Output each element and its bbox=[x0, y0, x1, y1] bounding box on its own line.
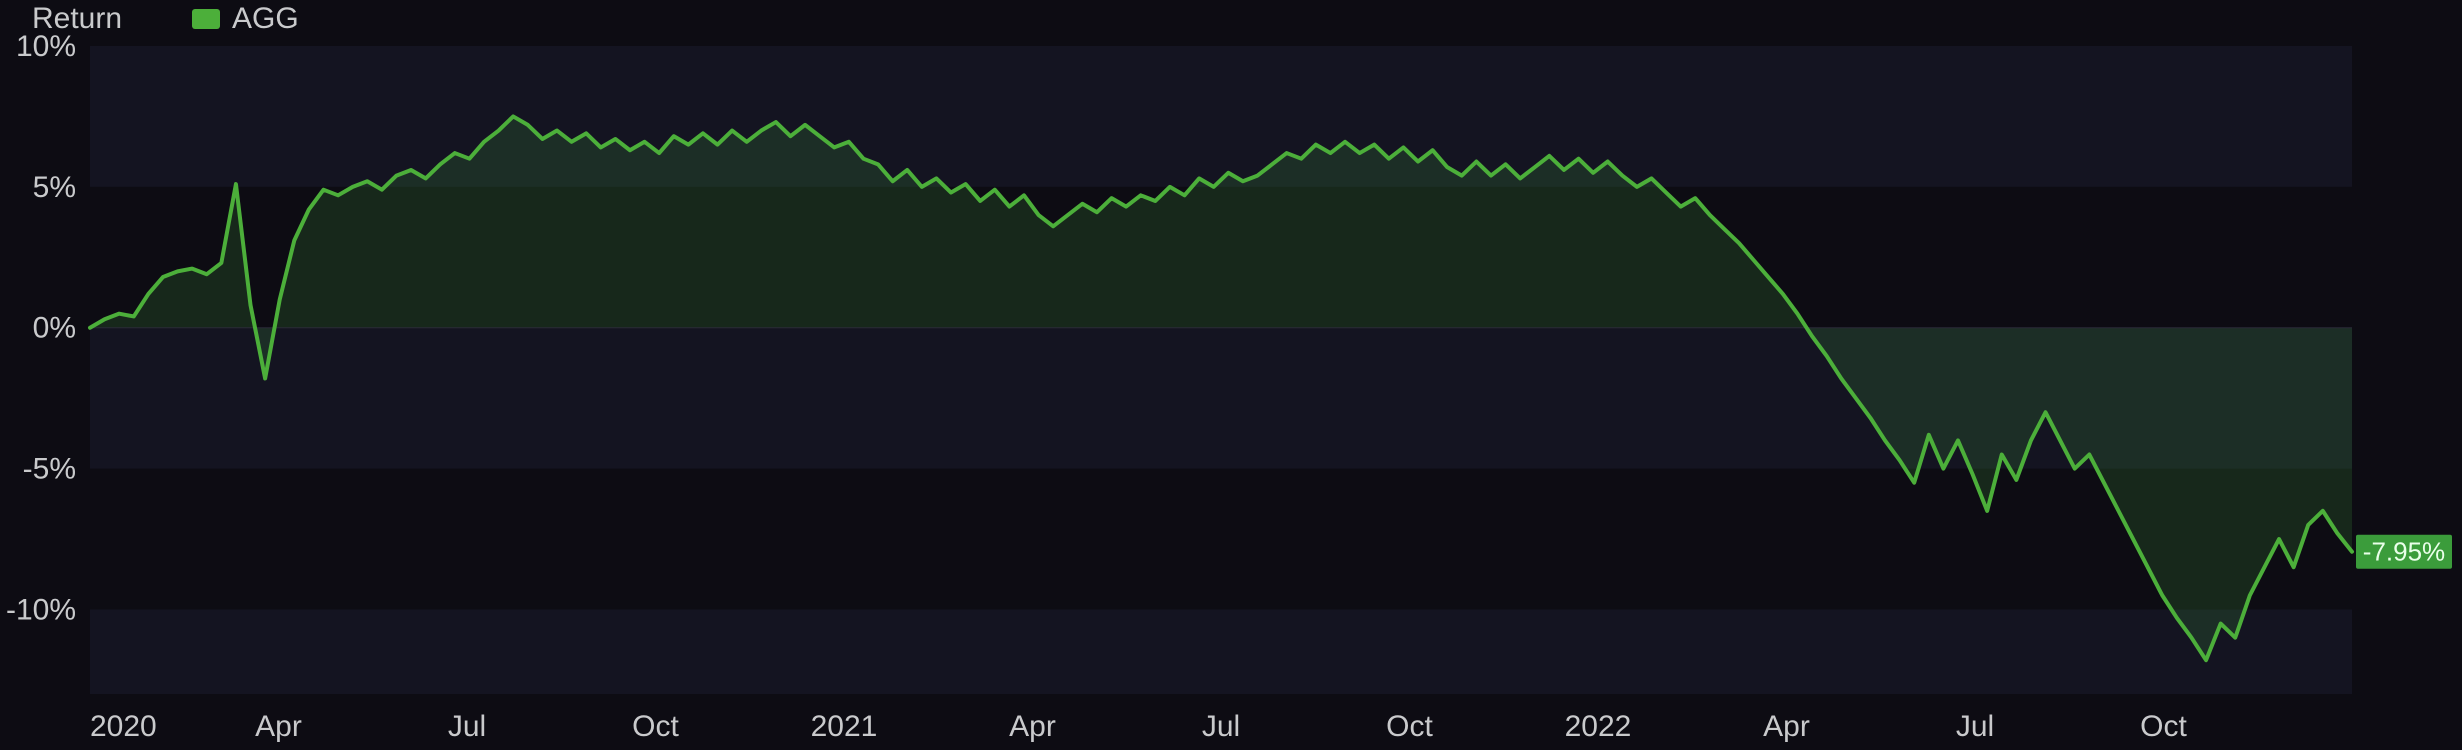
svg-text:Apr: Apr bbox=[1763, 710, 1810, 743]
svg-text:5%: 5% bbox=[33, 171, 76, 204]
svg-text:2021: 2021 bbox=[811, 710, 878, 743]
svg-text:-7.95%: -7.95% bbox=[2363, 537, 2445, 567]
legend-label: AGG bbox=[232, 2, 299, 36]
svg-text:Jul: Jul bbox=[1202, 710, 1240, 743]
legend-swatch bbox=[192, 9, 220, 29]
svg-text:Jul: Jul bbox=[1956, 710, 1994, 743]
svg-text:Oct: Oct bbox=[1386, 710, 1433, 743]
chart-svg: 10%5%0%-5%-10%2020AprJulOct2021AprJulOct… bbox=[0, 0, 2462, 750]
svg-text:-5%: -5% bbox=[23, 453, 76, 486]
return-chart: Return AGG 10%5%0%-5%-10%2020AprJulOct20… bbox=[0, 0, 2462, 750]
y-axis-title: Return bbox=[32, 2, 122, 36]
svg-text:-10%: -10% bbox=[6, 593, 76, 626]
legend-item: AGG bbox=[192, 2, 299, 36]
svg-text:Jul: Jul bbox=[448, 710, 486, 743]
svg-text:Oct: Oct bbox=[2140, 710, 2187, 743]
svg-text:2020: 2020 bbox=[90, 710, 157, 743]
chart-legend: Return AGG bbox=[32, 2, 299, 36]
svg-text:2022: 2022 bbox=[1565, 710, 1632, 743]
svg-text:Oct: Oct bbox=[632, 710, 679, 743]
svg-text:0%: 0% bbox=[33, 312, 76, 345]
svg-text:Apr: Apr bbox=[255, 710, 302, 743]
svg-text:Apr: Apr bbox=[1009, 710, 1056, 743]
